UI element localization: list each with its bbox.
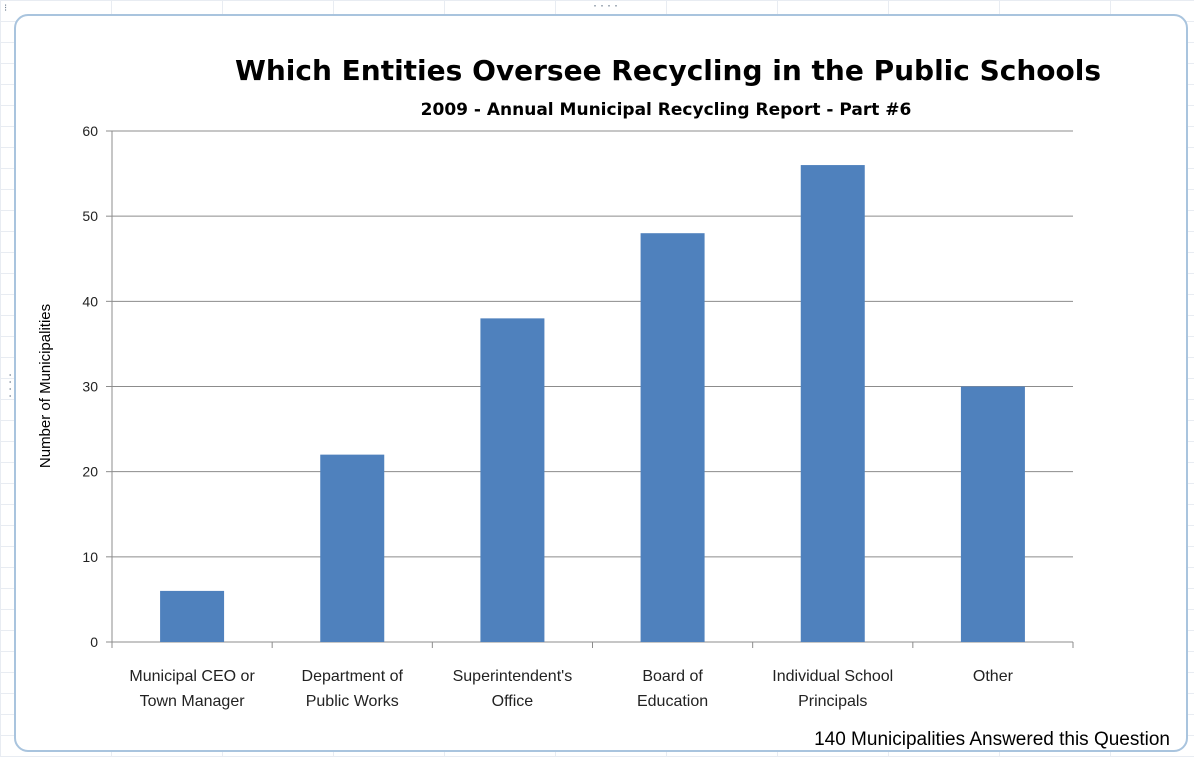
footnote-annotation: 140 Municipalities Answered this Questio…: [814, 729, 1170, 750]
y-tick-label: 0: [90, 634, 98, 650]
x-tick-label: Individual School Principals: [772, 668, 893, 710]
bar: [320, 454, 385, 642]
y-tick-label: 10: [82, 549, 98, 565]
x-tick-label: Superintendent's Office: [453, 668, 573, 710]
x-tick-label: Department of Public Works: [302, 668, 404, 710]
resize-handle-corner[interactable]: ⁝: [4, 3, 9, 14]
y-tick-label: 40: [82, 293, 98, 309]
bar: [800, 165, 865, 643]
chart-title: Which Entities Oversee Recycling in the …: [235, 54, 1101, 87]
x-tick-label: Other: [973, 668, 1014, 685]
bar: [960, 386, 1025, 642]
resize-handle-left[interactable]: ····: [4, 372, 15, 401]
plot-area: 0 10 20 30 40 50 60 Municipal CEO or Town Manage…: [82, 123, 1074, 710]
bar: [160, 590, 225, 642]
y-tick-label: 50: [82, 208, 98, 224]
bar: [640, 233, 705, 642]
resize-handle-top[interactable]: ····: [592, 1, 621, 12]
bar: [480, 318, 545, 642]
x-tick-label: Board of Education: [637, 668, 708, 710]
y-tick-label: 20: [82, 464, 98, 480]
chart-subtitle: 2009 - Annual Municipal Recycling Report…: [421, 100, 912, 120]
y-axis-label: Number of Municipalities: [37, 304, 54, 468]
y-tick-label: 30: [82, 379, 98, 395]
y-tick-label: 60: [82, 123, 98, 139]
x-tick-label: Municipal CEO or Town Manager: [129, 668, 255, 710]
